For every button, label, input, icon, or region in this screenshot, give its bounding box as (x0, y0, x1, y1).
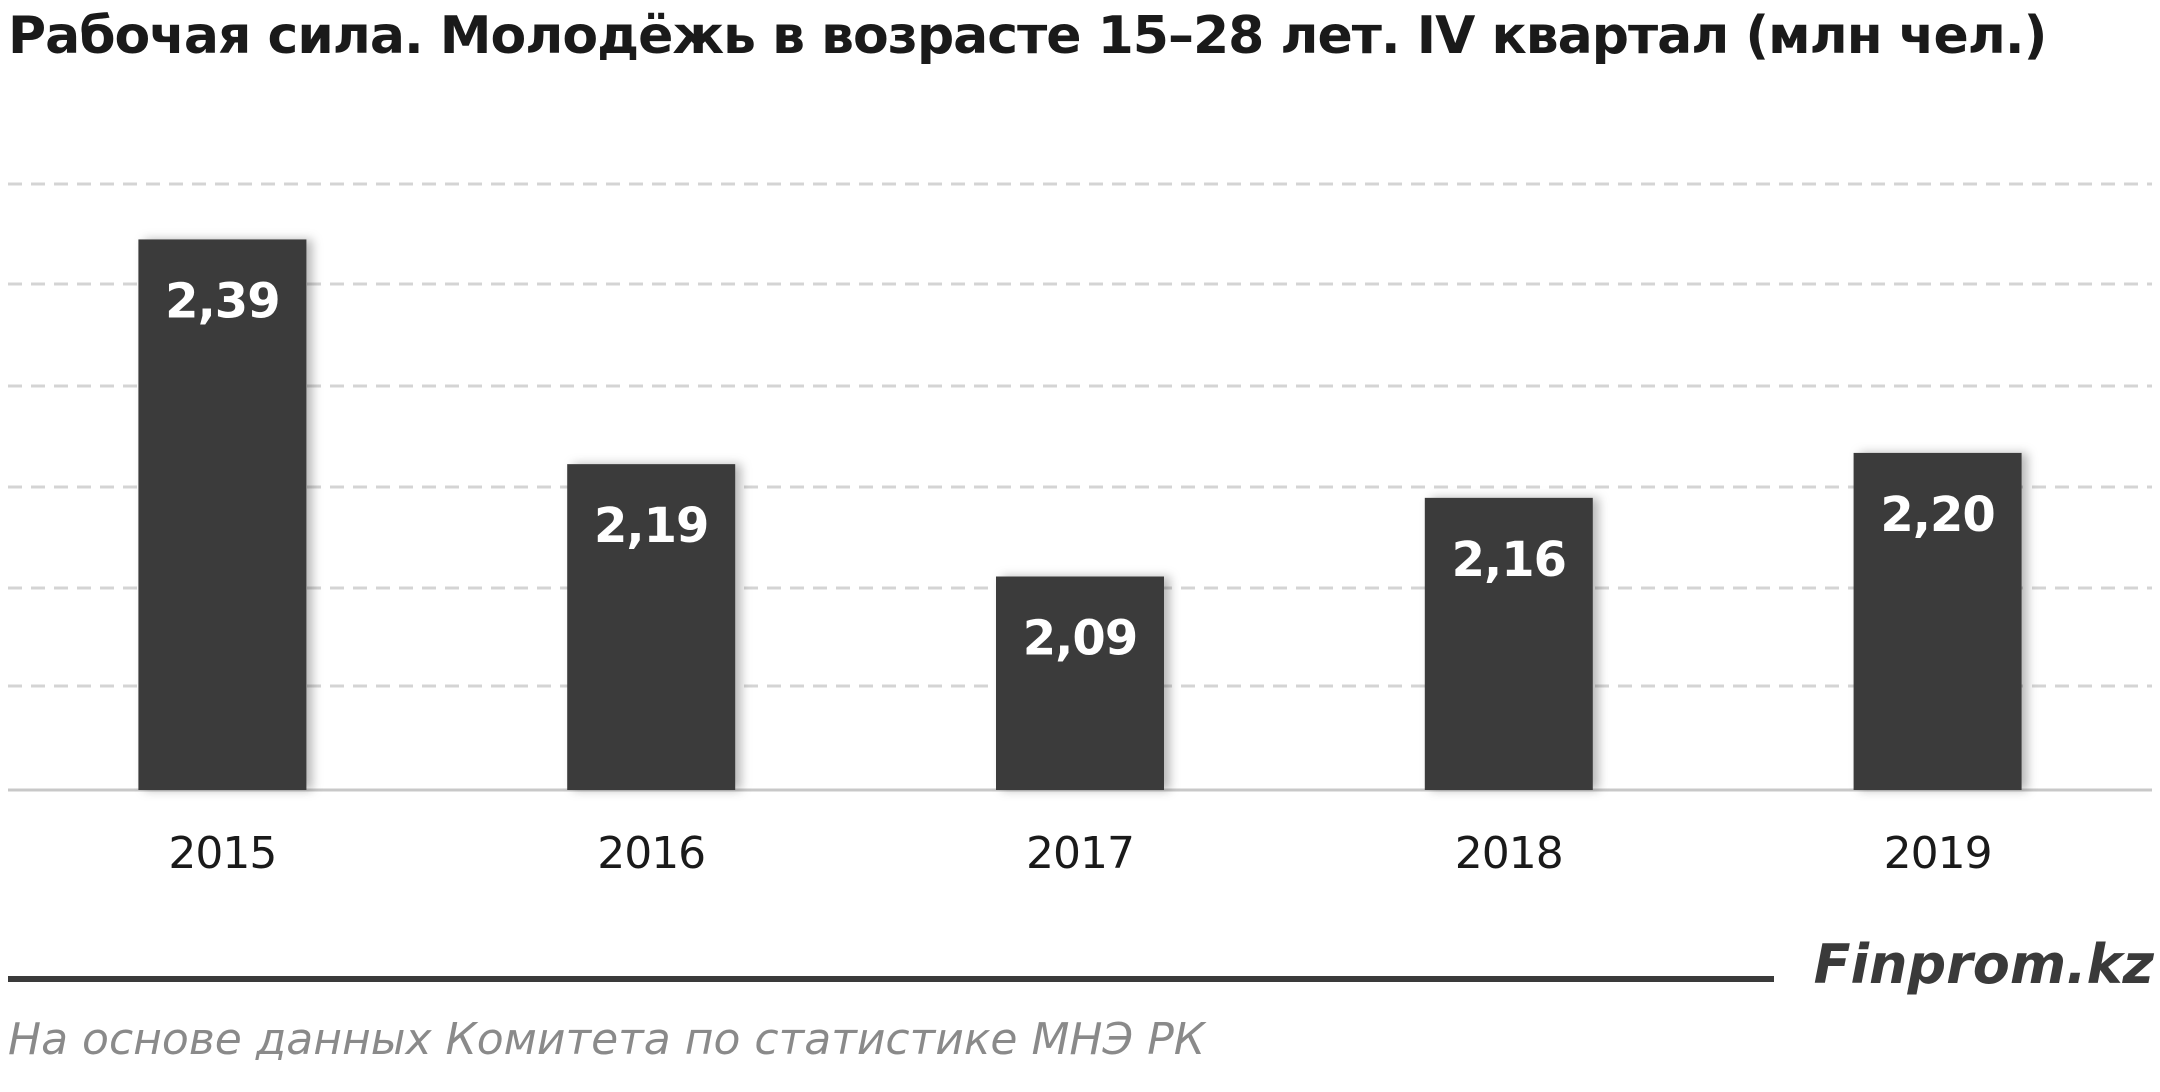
footer-divider (8, 976, 1774, 982)
x-tick-label-2018: 2018 (1455, 828, 1563, 879)
x-tick-label-2019: 2019 (1884, 828, 1992, 879)
x-axis-ticks: 2015 2016 2017 2018 2019 (168, 828, 1992, 879)
value-labels: 2,39 2,19 2,09 2,16 2,20 (165, 273, 1996, 667)
data-label-2017: 2,09 (1023, 611, 1137, 667)
data-label-2016: 2,19 (594, 498, 708, 554)
chart-title: Рабочая сила. Молодёжь в возрасте 15–28 … (8, 6, 2047, 66)
bars (138, 239, 2022, 790)
brand-logo-text: Finprom.kz (1813, 933, 2154, 996)
bar-2018 (1424, 497, 1593, 790)
x-tick-label-2017: 2017 (1026, 828, 1134, 879)
data-label-2019: 2,20 (1880, 487, 1994, 543)
bar-2017 (996, 576, 1164, 790)
bar-2016 (567, 464, 736, 790)
x-tick-label-2015: 2015 (168, 828, 276, 879)
data-label-2018: 2,16 (1452, 532, 1566, 588)
bar-2019 (1853, 452, 2022, 790)
bar-2015 (138, 239, 307, 790)
x-tick-label-2016: 2016 (597, 828, 705, 879)
source-note: На основе данных Комитета по статистике … (8, 1014, 1206, 1065)
data-label-2015: 2,39 (165, 273, 279, 329)
